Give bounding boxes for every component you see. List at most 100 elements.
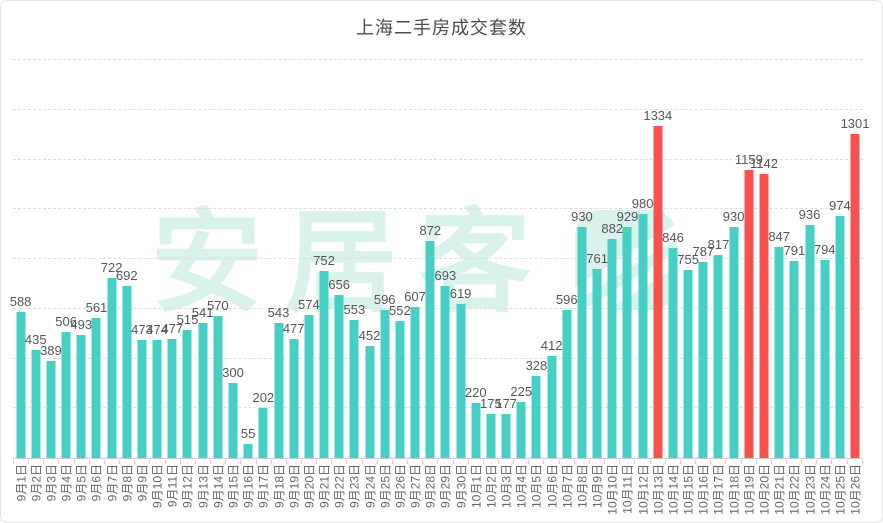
bar[interactable] bbox=[850, 134, 860, 458]
bar[interactable] bbox=[456, 304, 466, 458]
axis-tick bbox=[150, 460, 166, 464]
x-axis-label: 9月7日 bbox=[105, 464, 120, 502]
bar-cell: 693 bbox=[435, 49, 456, 458]
bar-cell: 506 bbox=[55, 49, 77, 458]
bar[interactable] bbox=[107, 278, 117, 458]
bar[interactable] bbox=[365, 346, 375, 458]
bar[interactable] bbox=[516, 402, 526, 458]
axis-tick bbox=[287, 460, 302, 464]
axis-tick bbox=[560, 460, 575, 464]
bar[interactable] bbox=[16, 312, 26, 458]
bar[interactable] bbox=[698, 262, 708, 458]
bar[interactable] bbox=[31, 350, 41, 458]
bar[interactable] bbox=[304, 315, 314, 458]
x-axis-label: 9月4日 bbox=[59, 464, 74, 502]
bar[interactable] bbox=[547, 356, 557, 458]
bar[interactable] bbox=[486, 414, 496, 458]
bar[interactable] bbox=[76, 335, 86, 458]
bar-value-label: 980 bbox=[631, 196, 654, 211]
axis-tick bbox=[423, 460, 439, 464]
bar-value-label: 477 bbox=[161, 321, 184, 336]
bar[interactable] bbox=[440, 286, 450, 458]
axis-tick bbox=[59, 460, 75, 464]
bar[interactable] bbox=[425, 241, 435, 458]
bar-cell: 1334 bbox=[643, 49, 672, 458]
bar[interactable] bbox=[198, 323, 208, 458]
bar[interactable] bbox=[622, 227, 632, 458]
bar[interactable] bbox=[820, 260, 830, 458]
bar[interactable] bbox=[152, 340, 162, 458]
axis-tick bbox=[302, 460, 318, 464]
x-axis-label: 9月9日 bbox=[135, 464, 150, 502]
bar-cell: 220 bbox=[465, 49, 487, 458]
bar-cell: 607 bbox=[404, 49, 426, 458]
x-axis-label: 9月29日 bbox=[438, 464, 453, 509]
bar[interactable] bbox=[122, 286, 132, 458]
x-axis-label: 10月24日 bbox=[818, 464, 833, 515]
x-axis-label: 10月11日 bbox=[620, 464, 635, 514]
x-axis-label: 9月24日 bbox=[363, 464, 378, 509]
bar[interactable] bbox=[137, 340, 147, 458]
bar[interactable] bbox=[501, 414, 511, 458]
bar-cell: 552 bbox=[389, 49, 411, 458]
bar-value-label: 596 bbox=[373, 292, 396, 307]
x-axis-label: 10月5日 bbox=[529, 464, 544, 509]
bar-cell: 596 bbox=[374, 49, 396, 458]
bar-value-label: 493 bbox=[70, 317, 93, 332]
bar[interactable] bbox=[562, 310, 572, 458]
bar[interactable] bbox=[395, 321, 405, 458]
bar[interactable] bbox=[759, 174, 769, 458]
bar[interactable] bbox=[805, 225, 815, 458]
bar[interactable] bbox=[653, 126, 663, 458]
axis-tick bbox=[181, 460, 196, 464]
bar[interactable] bbox=[167, 339, 177, 458]
bar-value-label: 574 bbox=[297, 297, 320, 312]
bar-cell: 574 bbox=[298, 49, 320, 458]
bar[interactable] bbox=[668, 248, 678, 458]
bar[interactable] bbox=[213, 316, 223, 458]
bar[interactable] bbox=[592, 269, 602, 458]
x-axis-label: 10月26日 bbox=[848, 464, 863, 515]
bar[interactable] bbox=[46, 361, 56, 458]
bar[interactable] bbox=[713, 255, 723, 458]
bar-value-label: 1159 bbox=[734, 152, 763, 167]
bar[interactable] bbox=[349, 320, 359, 458]
bar[interactable] bbox=[274, 323, 283, 458]
axis-tick bbox=[575, 460, 590, 464]
bar[interactable] bbox=[774, 247, 784, 458]
bar[interactable] bbox=[228, 383, 238, 458]
bar[interactable] bbox=[577, 227, 587, 458]
bar-value-label: 570 bbox=[206, 298, 229, 313]
bar[interactable] bbox=[471, 403, 481, 458]
bar[interactable] bbox=[835, 216, 845, 458]
axis-tick bbox=[90, 460, 105, 464]
bar[interactable] bbox=[789, 261, 799, 458]
axis-tick bbox=[484, 460, 499, 464]
bar[interactable] bbox=[380, 310, 390, 458]
axis-tick bbox=[666, 460, 681, 464]
bar[interactable] bbox=[683, 270, 693, 458]
bar-value-label: 300 bbox=[222, 365, 244, 380]
bar[interactable] bbox=[744, 170, 754, 458]
bar[interactable] bbox=[410, 307, 420, 458]
bar[interactable] bbox=[91, 318, 101, 458]
bar[interactable] bbox=[729, 227, 739, 458]
axis-tick bbox=[393, 460, 409, 464]
x-axis-label: 9月15日 bbox=[226, 464, 241, 509]
bar[interactable] bbox=[334, 295, 344, 458]
bar-cell: 300 bbox=[222, 49, 244, 458]
bar[interactable] bbox=[289, 339, 299, 458]
axis-tick bbox=[454, 460, 469, 464]
axis-tick bbox=[378, 460, 393, 464]
bar[interactable] bbox=[638, 214, 648, 458]
bar[interactable] bbox=[182, 330, 192, 458]
bar[interactable] bbox=[61, 332, 71, 458]
bar[interactable] bbox=[531, 376, 541, 458]
bar[interactable] bbox=[243, 444, 253, 458]
axis-tick bbox=[332, 460, 348, 464]
bar[interactable] bbox=[258, 408, 268, 458]
axis-tick bbox=[802, 460, 818, 464]
bar[interactable] bbox=[607, 239, 617, 458]
bar-cell: 202 bbox=[252, 49, 274, 458]
bar[interactable] bbox=[319, 271, 329, 458]
